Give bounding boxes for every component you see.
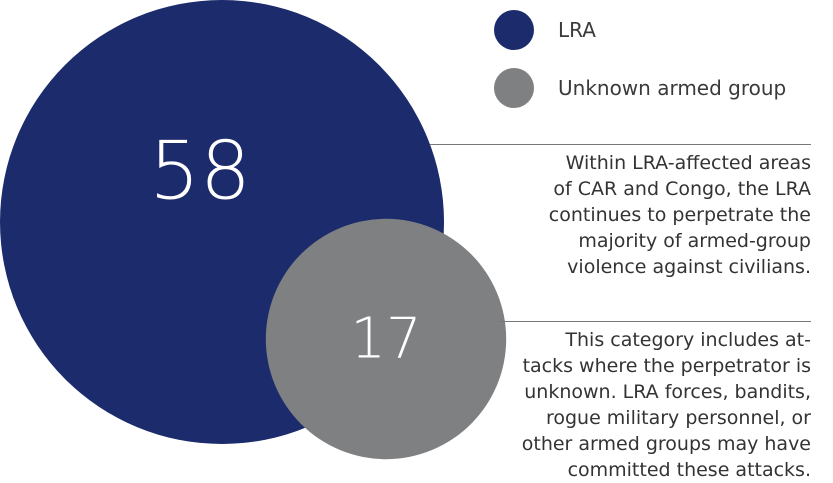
legend-swatch-lra	[494, 10, 534, 50]
legend-swatch-unknown-armed-group	[494, 68, 534, 108]
note-lra-line: majority of armed-group	[578, 230, 811, 252]
note-unknown-line: This category includes at-	[565, 329, 811, 351]
note-unknown-line: unknown. LRA forces, bandits,	[524, 381, 811, 403]
note-lra: Within LRA-affected areas of CAR and Con…	[549, 150, 811, 280]
legend-label-lra: LRA	[558, 18, 596, 42]
note-lra-line: violence against civilians.	[567, 256, 811, 278]
bubble-label-unknown-armed-group: 17	[350, 307, 421, 372]
legend-item-lra: LRA	[494, 10, 596, 50]
note-unknown-line: rogue military personnel, or	[545, 407, 811, 429]
note-lra-line: of CAR and Congo, the LRA	[553, 178, 811, 200]
divider-unknown-note	[498, 321, 811, 322]
note-unknown-armed-group: This category includes at- tacks where t…	[522, 327, 811, 483]
bubble-label-lra: 58	[149, 125, 251, 218]
note-unknown-line: committed these attacks.	[567, 459, 811, 481]
bubble-unknown-armed-group	[265, 218, 507, 460]
legend-item-unknown-armed-group: Unknown armed group	[494, 68, 786, 108]
note-lra-line: continues to perpetrate the	[548, 204, 811, 226]
divider-lra-note	[430, 144, 811, 145]
note-unknown-line: tacks where the perpetrator is	[522, 355, 811, 377]
note-unknown-line: other armed groups may have	[521, 433, 811, 455]
note-lra-line: Within LRA-affected areas	[565, 152, 811, 174]
legend-label-unknown-armed-group: Unknown armed group	[558, 76, 787, 100]
